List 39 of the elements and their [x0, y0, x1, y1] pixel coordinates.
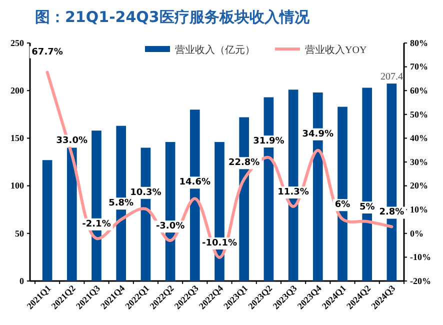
legend-label: 营业收入（亿元）: [175, 44, 255, 56]
data-label: -2.1%: [82, 219, 111, 230]
y-tick-label: 50: [15, 228, 24, 238]
y2-tick-label: 80%: [410, 38, 428, 48]
y2-tick-label: 60%: [410, 85, 428, 96]
data-label: 6%: [334, 200, 350, 210]
y-tick-label: 250: [10, 38, 24, 48]
data-label: 31.9%: [253, 136, 284, 146]
data-label: 207.4: [380, 72, 403, 83]
y2-tick-label: -10%: [410, 252, 431, 262]
bar: [42, 160, 52, 281]
y2-tick-label: 30%: [410, 156, 428, 167]
data-label: 5%: [359, 202, 375, 212]
data-label: 2.8%: [379, 208, 404, 218]
data-label: 5.8%: [108, 198, 134, 209]
y2-tick-label: 50%: [410, 109, 428, 120]
y2-tick-label: 10%: [410, 204, 428, 214]
data-label: 10.3%: [130, 188, 162, 198]
y-tick-label: 0: [20, 276, 24, 286]
data-label: 33.0%: [56, 136, 88, 146]
bar: [66, 148, 77, 281]
data-label: -3.0%: [156, 222, 185, 232]
data-label: 22.8%: [228, 158, 260, 168]
y2-tick-label: -20%: [410, 276, 431, 286]
bar: [362, 88, 372, 281]
chart-title: 图：21Q1-24Q3医疗服务板块收入情况: [35, 8, 310, 26]
y2-tick-label: 0%: [410, 228, 424, 238]
y2-tick-label: 70%: [410, 62, 428, 72]
data-label: 34.9%: [302, 129, 334, 140]
y2-tick-label: 40%: [410, 133, 428, 144]
y2-tick-label: 20%: [410, 180, 428, 191]
y-tick-label: 200: [10, 85, 24, 96]
data-label: 11.3%: [278, 188, 309, 198]
legend-label: 营业收入YOY: [305, 44, 367, 56]
data-label: 14.6%: [179, 178, 211, 188]
data-label: -10.1%: [202, 238, 237, 248]
y-tick-label: 150: [10, 133, 24, 144]
y-tick-label: 100: [10, 180, 24, 191]
data-label: 67.7%: [32, 47, 63, 58]
